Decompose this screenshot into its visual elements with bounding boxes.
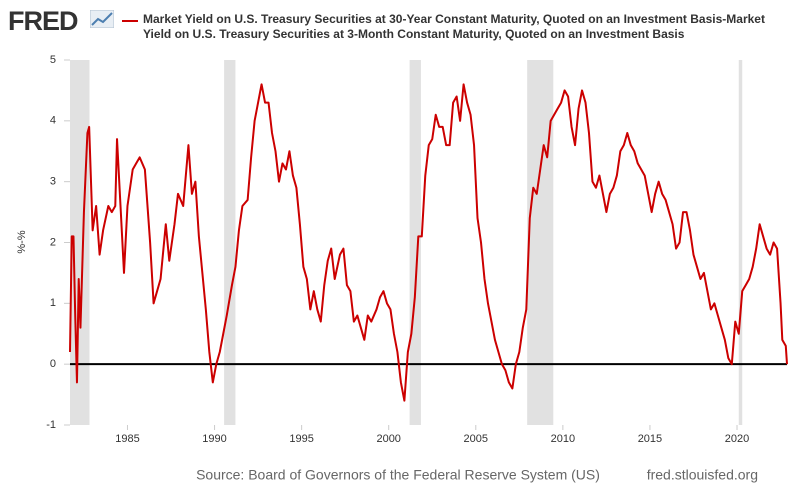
x-tick-label: 2000 <box>376 433 400 445</box>
x-tick-label: 1990 <box>202 433 226 445</box>
y-tick-label: 4 <box>50 115 56 127</box>
recession-band <box>224 60 236 425</box>
x-tick-label: 2020 <box>725 433 749 445</box>
y-tick-label: 2 <box>50 236 56 248</box>
recession-band <box>738 60 743 425</box>
y-tick-label: 0 <box>50 358 56 370</box>
x-tick-label: 1995 <box>289 433 313 445</box>
recession-band <box>527 60 554 425</box>
series-line <box>69 83 788 402</box>
y-axis-label: %-% <box>16 230 28 253</box>
source: Source: Board of Governors of the Federa… <box>196 467 600 483</box>
x-tick-label: 2015 <box>638 433 662 445</box>
y-tick-label: 5 <box>50 54 56 66</box>
logo-line <box>91 12 113 26</box>
x-tick-label: 1985 <box>115 433 139 445</box>
logo: FRED <box>8 6 78 36</box>
y-tick-label: -1 <box>46 419 56 431</box>
x-tick-label: 2005 <box>464 433 488 445</box>
recession-band <box>409 60 421 425</box>
legend-key <box>122 20 138 22</box>
x-tick-label: 2010 <box>551 433 575 445</box>
y-tick-label: 1 <box>50 297 56 309</box>
site: fred.stlouisfed.org <box>647 467 758 483</box>
chart-title: Market Yield on U.S. Treasury Securities… <box>143 12 765 41</box>
y-tick-label: 3 <box>50 176 56 188</box>
logo-frame <box>90 10 114 28</box>
logo-icon <box>90 10 114 28</box>
